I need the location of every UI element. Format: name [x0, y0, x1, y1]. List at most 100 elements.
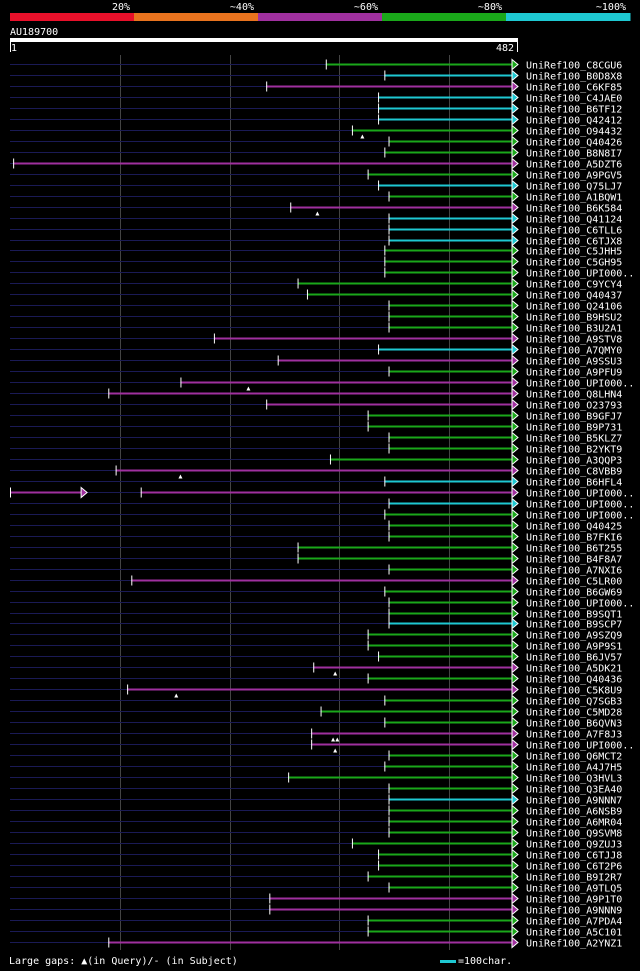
hit-row[interactable]: UniRef100_C5JHH5	[10, 244, 622, 258]
hit-row[interactable]: UniRef100_C5MD28	[10, 705, 622, 719]
hit-row[interactable]: UniRef100_Q8LHN4	[10, 387, 622, 401]
hit-label[interactable]: UniRef100_A9TLQ5	[526, 884, 622, 895]
hit-row[interactable]: UniRef100_C6TJX8	[10, 234, 622, 248]
hit-label[interactable]: UniRef100_A6MR04	[526, 818, 622, 829]
hit-row[interactable]: UniRef100_C5LR00	[10, 574, 622, 588]
hit-label[interactable]: UniRef100_C8VBB9	[526, 467, 622, 478]
hit-label[interactable]: UniRef100_B5KLZ7	[526, 434, 622, 445]
hit-label[interactable]: UniRef100_A1BQW1	[526, 193, 622, 204]
hit-row[interactable]: UniRef100_UPI000..	[10, 508, 634, 522]
hit-row[interactable]: UniRef100_Q6MCT2	[10, 749, 622, 763]
hit-label[interactable]: UniRef100_A9NNN9	[526, 906, 622, 917]
hit-label[interactable]: UniRef100_C5MD28	[526, 708, 622, 719]
hit-row[interactable]: UniRef100_C5K8U9	[10, 683, 622, 698]
hit-row[interactable]: UniRef100_Q40437	[10, 288, 622, 302]
hit-label[interactable]: UniRef100_B6T255	[526, 544, 622, 555]
hit-row[interactable]: UniRef100_A7F8J3	[10, 727, 622, 742]
hit-row[interactable]: UniRef100_C6TJJ8	[10, 848, 622, 862]
hit-row[interactable]: UniRef100_A5DK21	[10, 661, 622, 676]
hit-label[interactable]: UniRef100_C5GH95	[526, 258, 622, 269]
hit-label[interactable]: UniRef100_B6QVN3	[526, 719, 622, 730]
hit-label[interactable]: UniRef100_B9GFJ7	[526, 412, 622, 423]
hit-row[interactable]: UniRef100_Q3HVL3	[10, 771, 622, 785]
hit-row[interactable]: UniRef100_Q9SVM8	[10, 826, 622, 840]
hit-label[interactable]: UniRef100_A9SSU3	[526, 357, 622, 368]
hit-label[interactable]: UniRef100_B9I2R7	[526, 873, 622, 884]
hit-row[interactable]: UniRef100_A5DZT6	[10, 157, 622, 171]
hit-row[interactable]: UniRef100_Q41124	[10, 212, 622, 226]
hit-row[interactable]: UniRef100_A4J7H5	[10, 760, 622, 774]
hit-row[interactable]: UniRef100_Q40425	[10, 519, 622, 533]
hit-label[interactable]: UniRef100_C6TJX8	[526, 237, 622, 248]
hit-label[interactable]: UniRef100_B6GW69	[526, 588, 622, 599]
hit-label[interactable]: UniRef100_A5DK21	[526, 664, 622, 675]
hit-row[interactable]: UniRef100_UPI000..	[10, 596, 634, 610]
hit-label[interactable]: UniRef100_O94432	[526, 127, 622, 138]
hit-label[interactable]: UniRef100_B9SCP7	[526, 620, 622, 631]
hit-label[interactable]: UniRef100_UPI000..	[526, 500, 634, 511]
hit-row[interactable]: UniRef100_UPI000..	[10, 497, 634, 511]
hit-label[interactable]: UniRef100_C8CGU6	[526, 61, 622, 72]
hit-label[interactable]: UniRef100_B9SQT1	[526, 610, 622, 621]
hit-label[interactable]: UniRef100_UPI000..	[526, 489, 634, 500]
hit-label[interactable]: UniRef100_B6TF12	[526, 105, 622, 116]
hit-label[interactable]: UniRef100_Q3HVL3	[526, 774, 622, 785]
hit-label[interactable]: UniRef100_Q6MCT2	[526, 752, 622, 763]
hit-row[interactable]: UniRef100_C4JAE0	[10, 91, 622, 105]
hit-label[interactable]: UniRef100_B3U2A1	[526, 324, 622, 335]
hit-label[interactable]: UniRef100_B7FKI6	[526, 533, 622, 544]
hit-row[interactable]: UniRef100_B6GW69	[10, 585, 622, 599]
hit-row[interactable]: UniRef100_B9HSU2	[10, 310, 622, 324]
hit-row[interactable]: UniRef100_A9STV8	[10, 332, 622, 346]
hit-label[interactable]: UniRef100_C6TJJ8	[526, 851, 622, 862]
hit-label[interactable]: UniRef100_O23793	[526, 401, 622, 412]
hit-row[interactable]: UniRef100_B2YKT9	[10, 442, 622, 456]
hit-label[interactable]: UniRef100_Q24106	[526, 302, 622, 313]
hit-label[interactable]: UniRef100_Q40437	[526, 291, 622, 302]
hit-row[interactable]: UniRef100_B6QVN3	[10, 716, 622, 730]
hit-label[interactable]: UniRef100_A9PFU9	[526, 368, 622, 379]
hit-label[interactable]: UniRef100_B2YKT9	[526, 445, 622, 456]
hit-label[interactable]: UniRef100_Q9ZUJ3	[526, 840, 622, 851]
hit-label[interactable]: UniRef100_A9SZQ9	[526, 631, 622, 642]
hit-row[interactable]: UniRef100_A9SZQ9	[10, 628, 622, 642]
hit-row[interactable]: UniRef100_B6JV57	[10, 650, 622, 664]
hit-label[interactable]: UniRef100_Q42412	[526, 116, 622, 127]
hit-label[interactable]: UniRef100_A9PGV5	[526, 171, 622, 182]
hit-label[interactable]: UniRef100_C6TLL6	[526, 226, 622, 237]
hit-row[interactable]: UniRef100_C6T2P6	[10, 859, 622, 873]
hit-row[interactable]: UniRef100_A9NNN7	[10, 793, 622, 807]
hit-row[interactable]: UniRef100_B6HFL4	[10, 475, 622, 489]
hit-row[interactable]: UniRef100_A9TLQ5	[10, 881, 622, 895]
hit-label[interactable]: UniRef100_C4JAE0	[526, 94, 622, 105]
hit-label[interactable]: UniRef100_C6T2P6	[526, 862, 622, 873]
hit-label[interactable]: UniRef100_UPI000..	[526, 269, 634, 280]
hit-row[interactable]: UniRef100_UPI000..	[10, 376, 634, 391]
hit-label[interactable]: UniRef100_A9P9S1	[526, 642, 622, 653]
hit-row[interactable]: UniRef100_Q3EA40	[10, 782, 622, 796]
hit-label[interactable]: UniRef100_A7PDA4	[526, 917, 622, 928]
hit-label[interactable]: UniRef100_A6NSB9	[526, 807, 622, 818]
hit-label[interactable]: UniRef100_A4J7H5	[526, 763, 622, 774]
hit-row[interactable]: UniRef100_B8N8I7	[10, 146, 622, 160]
hit-row[interactable]: UniRef100_A9PFU9	[10, 365, 622, 379]
hit-row[interactable]: UniRef100_B3U2A1	[10, 321, 622, 335]
hit-label[interactable]: UniRef100_B6K584	[526, 204, 622, 215]
hit-row[interactable]: UniRef100_C6TLL6	[10, 223, 622, 237]
hit-label[interactable]: UniRef100_Q40426	[526, 138, 622, 149]
hit-label[interactable]: UniRef100_C5K8U9	[526, 686, 622, 697]
hit-row[interactable]: UniRef100_Q75LJ7	[10, 179, 622, 193]
hit-label[interactable]: UniRef100_B9HSU2	[526, 313, 622, 324]
hit-row[interactable]: UniRef100_B9SCP7	[10, 617, 622, 631]
hit-label[interactable]: UniRef100_A7QMY0	[526, 346, 622, 357]
hit-row[interactable]: UniRef100_C5GH95	[10, 255, 622, 269]
hit-label[interactable]: UniRef100_UPI000..	[526, 511, 634, 522]
hit-row[interactable]: UniRef100_A7NXI6	[10, 563, 622, 577]
hit-row[interactable]: UniRef100_A9P1T0	[10, 892, 622, 906]
hit-label[interactable]: UniRef100_UPI000..	[526, 379, 634, 390]
hit-label[interactable]: UniRef100_Q9SVM8	[526, 829, 622, 840]
hit-label[interactable]: UniRef100_Q40436	[526, 675, 622, 686]
hit-label[interactable]: UniRef100_C5JHH5	[526, 247, 622, 258]
hit-label[interactable]: UniRef100_A3QQP3	[526, 456, 622, 467]
hit-row[interactable]: UniRef100_Q24106	[10, 299, 622, 313]
